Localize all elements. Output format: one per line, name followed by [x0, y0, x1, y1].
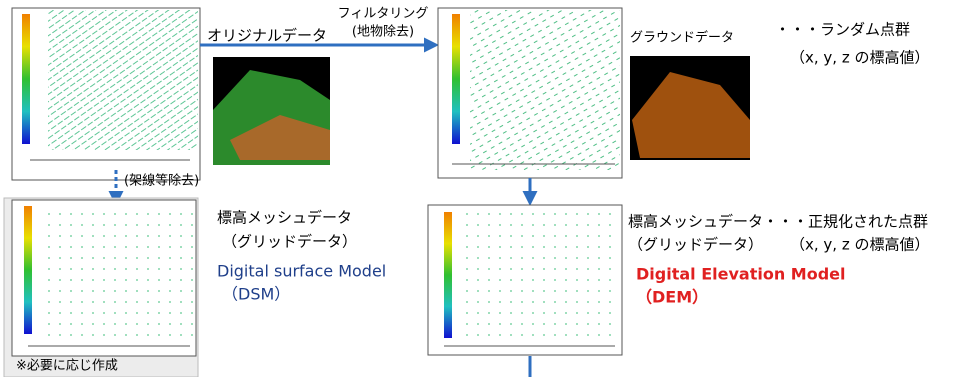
- dsm-label: （DSM）: [222, 285, 290, 304]
- dem-label: Digital Elevation Model: [636, 265, 845, 284]
- diagram: オリジナルデータ フィルタリング (地物除去) グラウンドデータ ・・・ランダム…: [0, 0, 980, 377]
- dsm-panel: [12, 200, 196, 356]
- dem-panel: [428, 205, 622, 355]
- dsm-label: 標高メッシュデータ: [217, 209, 352, 227]
- filter-label: フィルタリング: [338, 7, 429, 22]
- dsm-label: （グリッドデータ）: [222, 233, 357, 251]
- ground-label: グラウンドデータ: [630, 30, 734, 46]
- dem-label: （グリッドデータ）: [628, 236, 763, 254]
- dsm-label: Digital surface Model: [217, 262, 386, 281]
- filter-label: (地物除去): [352, 25, 414, 40]
- dem-label: 標高メッシュデータ・・・正規化された点群: [628, 213, 928, 231]
- original-label: オリジナルデータ: [207, 27, 327, 45]
- dem-label: （DEM）: [636, 288, 708, 307]
- dsm-footnote: ※必要に応じ作成: [16, 359, 118, 374]
- ground-note: （x, y, z の標高値）: [790, 49, 929, 67]
- wire-removal-label: (架線等除去): [124, 173, 199, 189]
- dem-label: （x, y, z の標高値）: [790, 236, 929, 254]
- ground-panel: [438, 8, 622, 178]
- original-panel: [12, 8, 200, 180]
- ground-note: ・・・ランダム点群: [775, 21, 910, 39]
